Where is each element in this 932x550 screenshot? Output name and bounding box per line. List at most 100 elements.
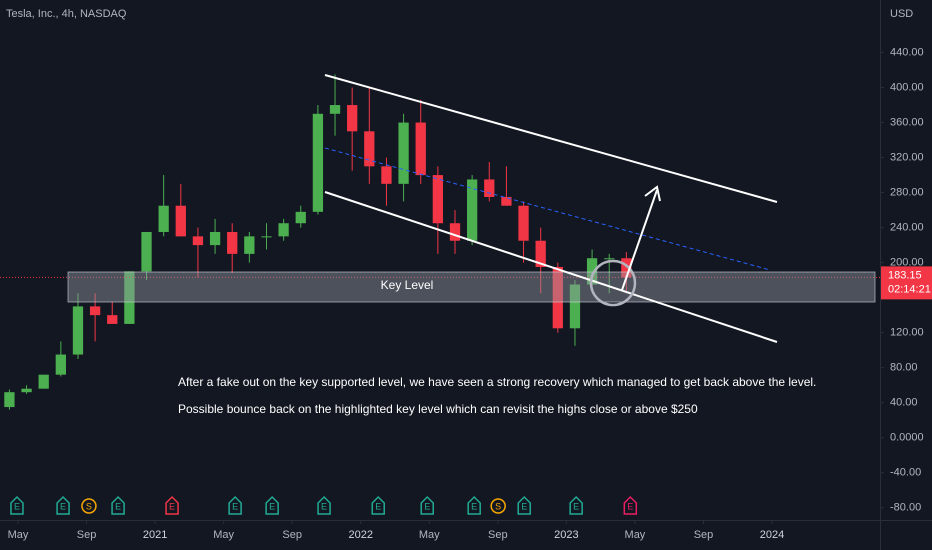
event-icon — [490, 498, 506, 514]
event-marker: E — [371, 495, 385, 515]
event-icon — [517, 495, 531, 515]
candle-body — [398, 122, 409, 184]
candle-body — [484, 179, 495, 197]
candle-body — [21, 388, 32, 393]
candle-body — [535, 240, 546, 268]
candle-body — [72, 306, 84, 355]
candle-body — [141, 231, 152, 272]
axis-unit: USD — [890, 8, 913, 20]
event-marker: S — [81, 498, 97, 514]
candle-body — [124, 271, 135, 324]
arrow-head — [644, 185, 661, 202]
y-tick-label: 200.00 — [890, 257, 924, 269]
event-marker: E — [10, 495, 24, 515]
event-marker: E — [111, 495, 125, 515]
candle-body — [261, 236, 272, 238]
y-tick-label: 240.00 — [890, 222, 924, 234]
candle-body — [244, 236, 255, 254]
y-tick-label: -40.00 — [890, 467, 921, 479]
y-tick-label: -80.00 — [890, 502, 921, 514]
candle-body — [569, 284, 581, 329]
event-marker: E — [517, 495, 531, 515]
candle-body — [278, 223, 289, 237]
event-icon — [111, 495, 125, 515]
candle-body — [364, 131, 375, 167]
y-tick-label: 120.00 — [890, 327, 924, 339]
x-tick-label: Sep — [694, 529, 714, 541]
arrow-line — [621, 189, 658, 291]
event-label: E — [232, 501, 238, 511]
y-tick-label: 320.00 — [890, 151, 924, 163]
event-marker: E — [420, 495, 434, 515]
x-tick-label: Sep — [488, 529, 508, 541]
annotation: After a fake out on the key supported le… — [178, 375, 816, 389]
x-tick-label: May — [419, 529, 440, 541]
event-label: E — [321, 501, 327, 511]
candle-body — [621, 258, 632, 278]
event-marker: E — [265, 495, 279, 515]
channel-top — [324, 74, 778, 203]
x-tick-label: 2023 — [554, 529, 578, 541]
countdown: 02:14:21 — [888, 283, 931, 295]
candle-body — [38, 374, 49, 389]
candle-body — [415, 122, 426, 176]
event-marker: E — [569, 495, 583, 515]
candle-body — [552, 267, 563, 329]
candle-body — [466, 179, 478, 241]
candle-body — [347, 105, 358, 132]
y-tick-label: 280.00 — [890, 186, 924, 198]
event-marker: E — [228, 495, 242, 515]
x-tick-label: Sep — [77, 529, 97, 541]
event-label: E — [573, 501, 579, 511]
x-tick-label: Sep — [282, 529, 302, 541]
event-marker: S — [490, 498, 506, 514]
x-tick-label: 2021 — [143, 529, 167, 541]
annotation: Possible bounce back on the highlighted … — [178, 402, 698, 416]
candle-body — [518, 205, 529, 241]
event-label: E — [115, 501, 121, 511]
candle-body — [89, 306, 101, 316]
last-price-label: 183.15 — [888, 269, 922, 281]
y-tick-label: 400.00 — [890, 81, 924, 93]
key-level-label: Key Level — [381, 278, 434, 292]
candle-body — [192, 236, 204, 246]
event-marker: E — [317, 495, 331, 515]
candle-body — [586, 258, 598, 285]
event-label: S — [495, 501, 501, 511]
event-marker: E — [165, 495, 179, 515]
candle-body — [55, 354, 66, 375]
x-tick-label: May — [8, 529, 29, 541]
event-icon — [623, 495, 638, 515]
event-icon — [56, 495, 70, 515]
event-icon — [81, 498, 97, 514]
event-label: E — [627, 501, 633, 511]
candle-body — [604, 258, 615, 260]
candle-body — [312, 113, 324, 212]
candle-body — [295, 211, 306, 224]
event-marker: E — [467, 495, 481, 515]
candle-body — [381, 166, 392, 184]
event-label: E — [169, 501, 175, 511]
chart-title: Tesla, Inc., 4h, NASDAQ — [6, 8, 127, 20]
candle-body — [501, 196, 512, 206]
x-tick-label: 2022 — [348, 529, 372, 541]
event-icon — [569, 495, 583, 515]
channel-bottom — [324, 191, 778, 343]
highlight-circle — [589, 259, 637, 307]
candle-body — [432, 175, 443, 224]
event-icon — [420, 495, 434, 515]
x-tick-label: May — [625, 529, 646, 541]
event-icon — [228, 495, 242, 515]
candle-body — [175, 205, 186, 237]
event-label: E — [521, 501, 527, 511]
event-label: E — [424, 501, 430, 511]
event-label: S — [86, 501, 92, 511]
x-tick-label: May — [213, 529, 234, 541]
event-label: E — [269, 501, 275, 511]
candle-body — [107, 315, 118, 324]
event-icon — [265, 495, 279, 515]
y-tick-label: 40.00 — [890, 397, 918, 409]
